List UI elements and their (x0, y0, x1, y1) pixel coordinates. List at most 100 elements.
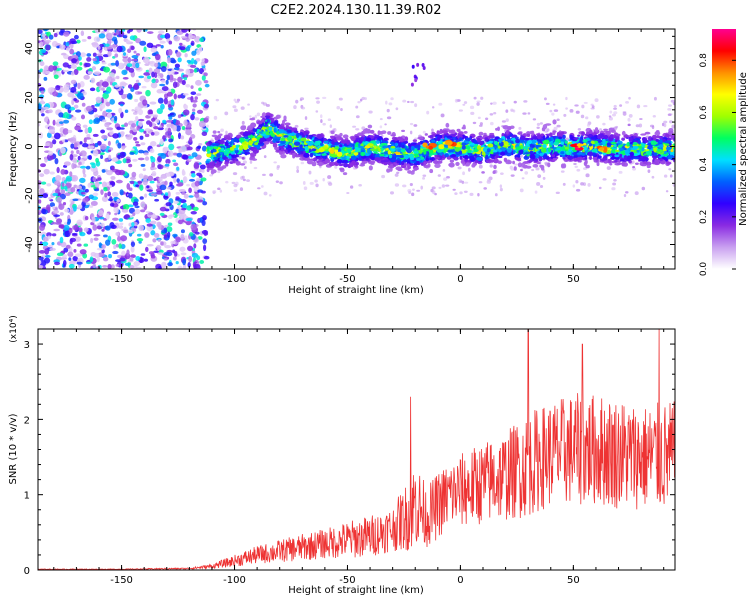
spectrogram-cell (167, 57, 171, 64)
spectrogram-cell (186, 205, 192, 211)
spectrogram-cell (389, 141, 395, 145)
spectrogram-cell (276, 166, 280, 170)
spectrogram-cell (44, 255, 51, 258)
spectrogram-cell (555, 191, 560, 195)
spectrogram-cell (69, 238, 73, 245)
spectrogram-cell (563, 113, 567, 117)
spectrogram-cell (151, 161, 156, 169)
spectrogram-cell (74, 125, 81, 131)
spectrogram-cell (162, 119, 167, 124)
spectrogram-cell (148, 212, 154, 215)
spectrogram-cell (39, 188, 45, 195)
spectrogram-cell (200, 127, 207, 131)
spectrogram-cell (52, 139, 57, 145)
spectrogram-cell (473, 96, 477, 100)
spectrogram-cell (117, 142, 122, 149)
spectrogram-cell (665, 143, 670, 146)
spectrogram-cell (272, 142, 278, 148)
spectrogram-cell (351, 143, 355, 147)
spectrogram-cell (103, 234, 108, 238)
spectrogram-cell (293, 105, 297, 110)
spectrogram-cell (552, 119, 557, 125)
spectrogram-cell (126, 63, 133, 68)
spectrogram-cell (456, 128, 461, 132)
spectrogram-cell (137, 118, 145, 122)
spectrogram-cell (90, 251, 97, 257)
spectrogram-cell (398, 143, 402, 148)
spectrogram-cell (49, 202, 55, 208)
spectrogram-cell (73, 97, 77, 101)
spectrogram-cell (322, 96, 327, 100)
spectrogram-cell (140, 142, 146, 146)
spectrogram-cell (100, 129, 106, 134)
spectrogram-cell (532, 118, 537, 121)
spectrogram-cell (80, 114, 86, 120)
spectrogram-cell (249, 160, 253, 164)
spectrogram-cell (76, 39, 81, 44)
spectrogram-cell (146, 75, 152, 79)
spectrogram-cell (79, 232, 86, 237)
spectrogram-cell (139, 184, 144, 191)
spectrogram-cell (469, 105, 475, 110)
spectrogram-cell (622, 111, 627, 114)
spectrogram-cell (48, 196, 52, 200)
spectrogram-cell (279, 181, 283, 185)
spectrogram-cell (70, 186, 76, 193)
spectrogram-cell (81, 102, 86, 107)
spectrogram-cell (569, 109, 574, 113)
spectrogram-cell (458, 131, 464, 135)
spectrogram-cell (52, 119, 56, 126)
spectrogram-cell (304, 116, 308, 120)
spectrogram-cell (107, 112, 113, 119)
spectrogram-cell (73, 224, 79, 232)
spectrogram-cell (114, 53, 119, 58)
spectrogram-cell (262, 133, 267, 136)
spectrogram-cell (148, 251, 155, 255)
spectrogram-cell (62, 69, 69, 73)
spectrogram-cell (314, 179, 318, 183)
spectrogram-cell (79, 141, 83, 145)
spectrogram-cell (506, 136, 511, 140)
spectrogram-cell (76, 92, 84, 100)
spectrogram-cell (513, 166, 517, 171)
spectrogram-cell (114, 115, 118, 122)
spectrogram-cell (594, 98, 599, 103)
spectrogram-cell (442, 139, 446, 142)
spectrogram-cell (409, 182, 413, 187)
spectrogram-cell (66, 221, 71, 226)
spectrogram-cell (180, 35, 188, 39)
spectrogram-cell (109, 202, 115, 207)
spectrogram-cell (410, 170, 415, 175)
spectrogram-cell (238, 155, 242, 159)
spectrogram-cell (211, 134, 218, 138)
spectrogram-cell (556, 124, 561, 128)
spectrogram-cell (48, 109, 53, 114)
spectrogram-cell (159, 40, 166, 44)
spectrogram-cell (80, 30, 85, 37)
spectrogram-cell (198, 46, 203, 53)
spectrogram-cell (575, 188, 581, 192)
spectrogram-cell (84, 137, 92, 140)
spectrogram-cell (185, 46, 191, 52)
spectrogram-cell (136, 29, 142, 33)
spectrogram-cell (128, 163, 133, 168)
spectrogram-cell (38, 199, 42, 204)
spectrogram-cell (546, 128, 550, 132)
spectrogram-cell (327, 118, 332, 122)
spectrogram-cell (161, 229, 168, 234)
spectrogram-cell (71, 116, 77, 121)
spectrogram-cell (349, 185, 354, 189)
spectrogram-cell (53, 228, 61, 232)
spectrogram-cell (551, 112, 555, 116)
spectrogram-cell (151, 71, 155, 78)
spectrogram-cell (42, 29, 49, 32)
spectrogram-cell (79, 177, 86, 184)
spectrogram-cell (580, 114, 585, 119)
spectrogram-cell (120, 131, 125, 136)
spectrogram-cell (76, 243, 82, 247)
spectrogram-cell (92, 224, 98, 231)
spectrogram-cell (663, 123, 667, 128)
spectrogram-cell (74, 253, 82, 258)
spectrogram-cell (173, 250, 178, 257)
